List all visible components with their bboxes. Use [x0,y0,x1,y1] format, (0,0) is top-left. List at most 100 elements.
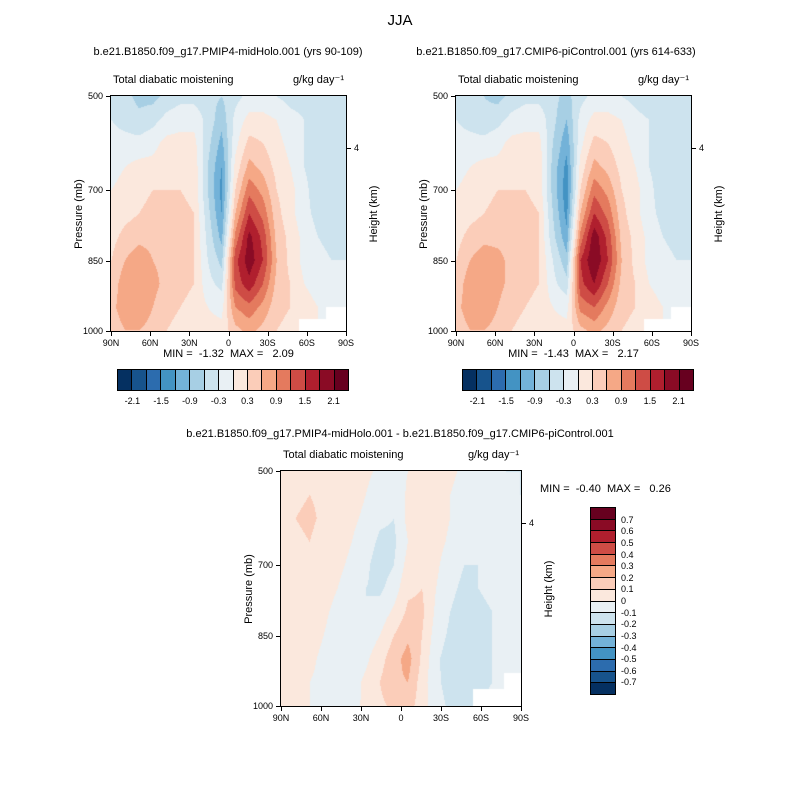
colorbar-label: 0.3 [241,396,254,406]
colorbar-label: 0.3 [621,561,634,572]
panel2-header: b.e21.B1850.f09_g17.CMIP6-piControl.001 … [416,46,696,58]
colorbar-segment [131,370,146,390]
colorbar-segment [246,370,262,390]
panel-subtitle: Total diabatic moistening [283,449,404,461]
x-axis-tick [360,706,362,711]
colorbar-segment [664,370,679,390]
colorbar-segment [591,623,615,636]
colorbar-label: -0.1 [621,607,637,618]
colorbar-segment [519,370,535,390]
colorbar-segment [333,370,348,390]
colorbar-segment [591,370,607,390]
x-tick-label: 60N [312,713,330,723]
colorbar-label: 0.1 [621,584,634,595]
x-axis-tick [281,706,282,711]
colorbar-label: -1.5 [153,396,169,406]
colorbar-label: 0.4 [621,549,634,560]
colorbar-label: -0.3 [210,396,227,406]
colorbar-segment [606,370,621,390]
panel-units: g/kg day⁻¹ [292,74,344,86]
colorbar-segment [261,370,276,390]
colorbar-label: -0.6 [621,665,637,676]
colorbar-segment [591,647,615,659]
x-axis-tick [573,331,575,336]
colorbar: -2.1 -1.5 -0.9 -0.3 0.3 0.9 1.5 2.1 [117,369,349,406]
colorbar-segment [577,370,592,390]
pressure-axis-tick [451,260,456,262]
panel-units: g/kg day⁻¹ [467,449,519,461]
colorbar-segment [591,600,615,613]
colorbar-label: -0.9 [182,396,198,406]
x-tick-label: 0 [225,338,232,348]
panel-subtitle: Total diabatic moistening [113,74,234,86]
x-tick-label: 0 [570,338,577,348]
pressure-tick-label: 500 [432,91,448,101]
colorbar-segment [160,370,175,390]
x-axis-tick [189,331,191,336]
pressure-tick-label: 1000 [252,701,273,711]
pressure-axis-tick [451,190,456,191]
x-axis-tick [534,331,536,336]
colorbar-label: -2.1 [124,396,141,406]
pressure-axis-label: Pressure (mb) [243,553,255,624]
colorbar-label: 0.9 [269,396,283,406]
colorbar-segment [118,370,132,390]
panel-midholo-plot: Total diabatic moistening g/kg day⁻¹ Pre… [73,74,380,360]
x-axis-tick [306,331,308,336]
x-axis-tick [320,706,322,711]
pressure-axis-tick [276,706,281,707]
x-axis-tick [267,331,269,336]
pressure-tick-label: 500 [87,91,103,101]
colorbar-label: -1.5 [498,396,514,406]
colorbar-segment [591,670,615,683]
colorbar-segment [548,370,564,390]
x-tick-label: 90S [337,338,355,348]
colorbar-label: 2.1 [327,396,340,406]
x-tick-label: 90N [447,338,465,348]
colorbar-segment [218,370,233,390]
pressure-axis-tick [276,565,281,566]
x-tick-label: 90N [272,713,290,723]
colorbar-segment [591,588,615,601]
x-axis-tick [481,706,482,711]
height-axis-label: Height (km) [713,185,725,242]
colorbar-segment [476,370,491,390]
colorbar-label: 0.7 [621,514,634,525]
colorbar-segment [203,370,219,390]
figure-title: JJA [387,12,413,29]
panel-units: g/kg day⁻¹ [637,74,689,86]
colorbar-segment [591,508,615,519]
pressure-axis-tick [106,331,111,332]
x-axis-tick [495,331,497,336]
colorbar-labels: 0.7 0.6 0.5 0.4 0.3 0.2 0.1 0 -0.1 -0.2 -0.3 -0.4 -0… [621,508,655,694]
colorbar-label: 0 [621,596,627,606]
colorbar-label: 0.6 [621,526,634,537]
colorbar-label: -0.2 [621,619,637,630]
x-axis-tick [111,331,112,336]
colorbar-labels: -2.1 -1.5 -0.9 -0.3 0.3 0.9 1.5 2.1 [118,396,348,408]
x-tick-label: 30S [604,338,621,348]
colorbar-segment [463,370,477,390]
colorbar-segment [534,370,549,390]
pressure-tick-label: 700 [432,185,448,195]
colorbar-segment [678,370,693,390]
pressure-tick-label: 850 [87,255,103,266]
colorbar-label: -0.5 [621,654,637,665]
colorbar-segment [649,370,665,390]
colorbar-label: -0.4 [621,642,637,653]
colorbar-segment [591,530,615,543]
contour-field-canvas [111,96,346,331]
height-tick-label: 4 [699,142,705,153]
height-axis-label: Height (km) [368,185,380,242]
colorbar-segment [591,612,615,624]
pressure-tick-label: 1000 [427,326,448,336]
colorbar-label: -0.3 [621,630,637,641]
colorbar-label: 0.2 [621,572,634,583]
pressure-axis-tick [451,96,456,97]
pressure-axis-tick [106,190,111,191]
pressure-axis-label: Pressure (mb) [418,178,430,249]
x-axis-tick [346,331,347,336]
pressure-tick-label: 700 [257,560,273,570]
height-axis-label: Height (km) [543,560,555,617]
minmax-text: MIN = -0.40 MAX = 0.26 [540,483,671,495]
